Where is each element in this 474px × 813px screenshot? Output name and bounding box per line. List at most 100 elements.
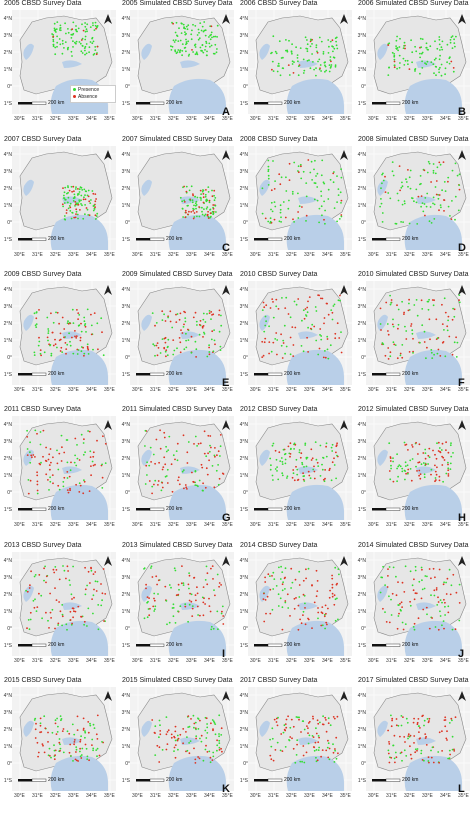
presence-point (389, 197, 392, 200)
absence-point (208, 346, 210, 349)
absence-point (443, 210, 445, 212)
presence-point (209, 208, 212, 211)
absence-point (82, 346, 84, 349)
presence-point (81, 37, 84, 40)
presence-point (336, 220, 338, 223)
latitude-label: 3°N (3, 33, 12, 39)
presence-point (203, 29, 206, 32)
absence-point (103, 620, 105, 622)
presence-point (423, 330, 426, 333)
absence-point (156, 342, 159, 344)
presence-point (75, 28, 77, 31)
absence-point (78, 459, 81, 461)
country-outline (19, 692, 113, 772)
presence-point (89, 722, 91, 725)
presence-point (204, 34, 207, 37)
presence-point (426, 48, 429, 51)
presence-point (324, 61, 326, 64)
map-svg (248, 552, 352, 656)
absence-point (407, 169, 409, 171)
latitude-label: 1°N (3, 473, 12, 479)
absence-point (438, 209, 440, 212)
absence-point (418, 443, 421, 446)
presence-point (391, 51, 394, 54)
presence-point (411, 584, 414, 587)
presence-point (181, 200, 184, 203)
presence-point (81, 52, 84, 54)
presence-point (201, 210, 203, 213)
presence-point (284, 352, 286, 355)
longitude-label: 32°E (168, 387, 179, 393)
presence-point (198, 479, 201, 482)
presence-point (404, 325, 406, 328)
presence-point (177, 40, 180, 42)
latitude-label: 1°N (357, 609, 366, 615)
absence-point (49, 755, 51, 757)
absence-point (441, 303, 443, 306)
absence-point (281, 357, 284, 359)
presence-point (291, 43, 293, 46)
absence-point (59, 338, 62, 341)
lake (23, 720, 34, 737)
longitude-label: 32°E (404, 116, 415, 122)
absence-point (388, 761, 391, 764)
presence-point (80, 50, 83, 53)
absence-point (76, 715, 79, 718)
presence-point (452, 452, 454, 454)
absence-point (269, 588, 272, 591)
north-arrow-icon (222, 556, 230, 566)
presence-point (83, 352, 86, 355)
presence-point (306, 43, 309, 46)
presence-point (65, 439, 68, 441)
presence-point (270, 201, 273, 204)
presence-point (83, 188, 86, 191)
presence-point (428, 220, 431, 223)
presence-point (416, 314, 419, 317)
presence-point (442, 620, 445, 622)
longitude-label: 30°E (132, 793, 143, 799)
lake (377, 314, 388, 331)
presence-point (441, 624, 443, 627)
absence-point (73, 741, 76, 743)
country-outline (137, 15, 231, 95)
presence-point (54, 53, 57, 56)
absence-point (391, 717, 394, 720)
country-outline (255, 15, 349, 95)
panel-title: 2014 Simulated CBSD Survey Data (358, 542, 469, 549)
presence-point (305, 315, 308, 317)
longitude-label: 31°E (32, 793, 43, 799)
presence-point (396, 47, 399, 49)
absence-point (80, 615, 82, 618)
absence-point (173, 736, 176, 739)
presence-point (166, 346, 169, 349)
absence-point (286, 593, 289, 596)
absence-point (47, 479, 49, 481)
panel-letter: J (458, 648, 465, 660)
map-panel: 2006 Simulated CBSD Survey Data 4°N 3°N 2°N… (354, 0, 472, 134)
presence-point (189, 740, 192, 742)
absence-point (176, 442, 179, 445)
absence-point (178, 318, 181, 321)
map-area (248, 281, 352, 385)
presence-point (264, 324, 267, 327)
presence-point (302, 309, 305, 312)
absence-point (153, 599, 156, 602)
presence-point (154, 479, 157, 482)
presence-point (91, 460, 94, 463)
presence-point (280, 565, 282, 568)
presence-point (43, 715, 46, 718)
presence-point (315, 175, 317, 177)
longitude-label: 34°E (86, 793, 97, 799)
absence-point (198, 757, 201, 760)
presence-point (185, 332, 187, 335)
presence-point (454, 218, 456, 221)
presence-point (305, 465, 308, 468)
presence-point (394, 344, 397, 346)
presence-point (379, 205, 381, 208)
presence-point (47, 328, 50, 330)
presence-point (83, 316, 86, 319)
absence-point (181, 332, 184, 334)
absence-point (432, 567, 435, 570)
absence-point (79, 484, 82, 487)
scale-bar (31, 372, 47, 376)
